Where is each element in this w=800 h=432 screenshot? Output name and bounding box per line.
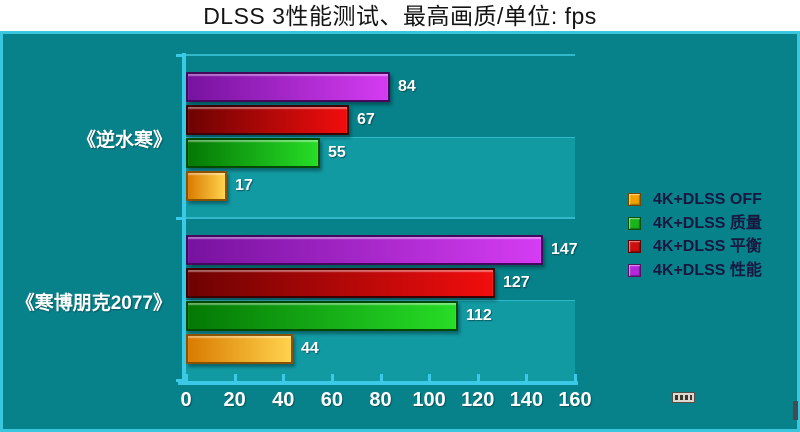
legend-swatch-icon [628,216,641,230]
bar-value-label: 147 [551,241,578,258]
legend-label: 4K+DLSS 性能 [653,261,762,279]
bar [186,171,227,201]
bar [186,334,293,364]
category-label: 《逆水寒》 [76,129,172,151]
x-axis-tick [428,374,432,381]
x-tick-label: 20 [223,389,246,411]
x-tick-label: 160 [558,389,592,411]
bar-value-label: 127 [503,274,530,291]
bar [186,72,390,102]
x-axis-tick [330,374,334,381]
x-tick-label: 140 [509,389,544,411]
x-axis-tick [476,374,480,381]
bar-value-label: 67 [357,111,375,128]
category-label: 《寒博朋克2077》 [15,292,172,314]
x-tick-label: 80 [369,389,392,411]
x-axis-tick [379,374,383,381]
x-tick-label: 100 [412,389,446,411]
x-axis-tick [574,374,577,381]
legend-swatch-icon [628,240,641,253]
bar [186,268,495,298]
y-axis-tick [176,54,183,57]
gridline [186,54,575,56]
bar-value-label: 112 [466,307,492,324]
x-tick-label: 60 [320,389,343,411]
x-axis-line [178,381,578,385]
x-axis-tick [233,374,237,381]
x-axis-tick [525,374,529,381]
x-tick-label: 120 [461,389,495,411]
y-axis-tick [176,379,183,382]
bar-value-label: 44 [301,340,319,357]
x-axis-tick [185,374,188,381]
bar [186,235,543,265]
bar [186,105,349,135]
y-axis-line [182,53,186,385]
bar [186,301,458,331]
x-axis-tick [282,374,286,381]
y-axis-tick [176,217,183,220]
gridline [186,217,575,219]
legend-swatch-icon [628,263,641,277]
legend-label: 4K+DLSS 平衡 [653,238,762,255]
x-tick-label: 40 [272,389,295,411]
x-tick-label: 0 [180,389,192,411]
legend-label: 4K+DLSS 质量 [653,214,762,232]
bar [186,138,320,168]
bar-value-label: 17 [235,177,253,194]
legend-swatch-icon [628,193,641,206]
right-edge-artifact [793,401,798,420]
page-title: DLSS 3性能测试、最高画质/单位: fps [203,3,597,29]
bar-value-label: 55 [328,144,346,161]
watermark-badge-icon [672,392,695,403]
legend-label: 4K+DLSS OFF [653,191,762,208]
bar-value-label: 84 [398,78,416,95]
